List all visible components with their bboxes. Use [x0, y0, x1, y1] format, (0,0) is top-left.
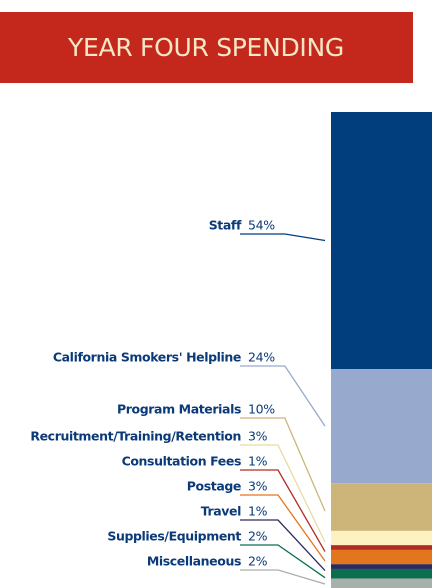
value-label: 54%: [248, 218, 275, 233]
bar-segment: [331, 483, 432, 531]
category-label: Travel: [201, 504, 241, 519]
category-label: Miscellaneous: [147, 554, 241, 569]
leader-line: [240, 233, 326, 242]
value-label: 3%: [248, 429, 268, 444]
category-label: Postage: [187, 479, 241, 494]
value-label: 2%: [248, 554, 268, 569]
leader-line: [240, 444, 326, 543]
value-label: 1%: [248, 454, 268, 469]
title-banner: [0, 12, 413, 83]
value-label: 3%: [248, 479, 268, 494]
value-label: 10%: [248, 402, 275, 417]
value-label: 24%: [248, 350, 275, 365]
category-label: Consultation Fees: [122, 454, 241, 469]
bar-segment: [331, 545, 432, 550]
leader-line: [240, 569, 326, 585]
leader-line: [240, 417, 326, 512]
category-label: California Smokers' Helpline: [53, 350, 241, 365]
bar-segment: [331, 112, 432, 370]
leader-line: [240, 365, 326, 427]
leader-line: [240, 469, 326, 552]
value-label: 2%: [248, 529, 268, 544]
leader-line: [240, 519, 326, 572]
bar-segment: [331, 568, 432, 579]
chart-title: YEAR FOUR SPENDING: [67, 33, 344, 62]
leader-line: [240, 544, 326, 579]
category-label: Supplies/Equipment: [107, 529, 241, 544]
value-label: 1%: [248, 504, 268, 519]
bar-segment: [331, 549, 432, 565]
bar-segment: [331, 564, 432, 569]
category-label: Recruitment/Training/Retention: [30, 429, 241, 444]
category-label: Staff: [209, 218, 242, 233]
bar-segment: [331, 530, 432, 546]
leader-line: [240, 494, 326, 562]
bar-segment: [331, 578, 432, 588]
bar-segment: [331, 369, 432, 484]
category-label: Program Materials: [117, 402, 241, 417]
